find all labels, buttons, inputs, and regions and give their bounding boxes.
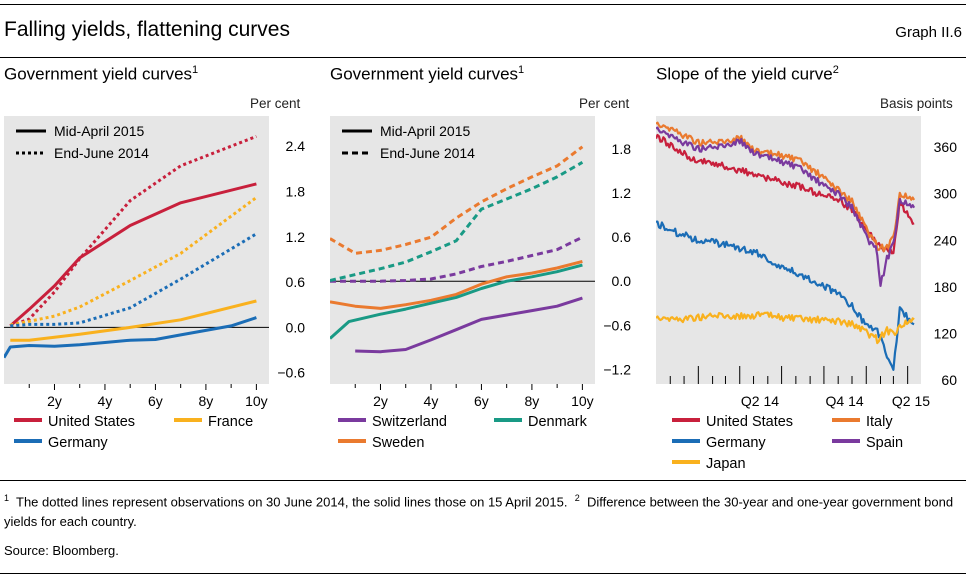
x-tick-label: 2y [47,393,62,409]
series-line-switzerland-solid [355,296,583,354]
series-line-france-dotted [10,196,258,327]
x-tick-label: 6y [148,393,163,409]
panel-3-chart: 360 300 240 180 120 60 Q2 14 Q4 14 Q2 15 [656,116,958,409]
y-tick-label: 180 [934,279,958,295]
y-tick-label: 0.0 [286,319,306,335]
y-tick-label: 1.2 [612,185,632,201]
legend-swatch [832,418,860,423]
x-tick-label: 6y [474,393,489,409]
series-line-germany [656,220,915,371]
panel-3-title: Slope of the yield curve2 [656,64,839,84]
x-tick-label: Q2 15 [892,393,930,409]
series-line-united-states-dotted [9,135,257,328]
series-line-france-solid [10,299,257,342]
x-tick-label: 10y [571,393,594,409]
series-line-united-states-solid [9,182,257,328]
y-tick-label: 1.2 [286,229,306,245]
legend-swatch [338,439,366,444]
legend-swatch [672,460,700,465]
footnote-rule [0,480,966,481]
y-tick-label: 1.8 [612,141,632,157]
top-rule [0,4,966,5]
footnote-1: The dotted lines represent observations … [16,494,568,510]
legend-item-united-states: United States [672,414,793,430]
y-tick-label: 240 [934,232,958,248]
legend-solid-label: Mid-April 2015 [54,123,144,139]
series-line-denmark-dashed [330,161,584,282]
source-note: Source: Bloomberg. [4,543,119,558]
series-line-germany-solid [4,316,257,359]
x-tick-label: Q2 14 [741,393,779,409]
y-tick-label: 0.6 [612,229,632,245]
legend-swatch [338,418,366,423]
legend-swatch [832,439,860,444]
panel-2-chart: 1.8 1.2 0.6 0.0 −0.6 −1.2 2y 4y 6y 8y 10y Mid-April… [330,116,632,409]
y-tick-label: −1.2 [603,361,631,377]
series-line-switzerland-dashed [330,235,584,283]
legend-item-germany: Germany [672,435,766,451]
series-line-italy [656,121,916,252]
y-tick-label: 360 [934,139,958,155]
legend-dotted-label: End-June 2014 [54,145,149,161]
x-tick-label: Q4 14 [826,393,864,409]
x-tick-label: 8y [525,393,540,409]
legend-solid-label: Mid-April 2015 [380,123,470,139]
legend-swatch [672,439,700,444]
panel-3-unit: Basis points [880,96,953,111]
legend-swatch [174,418,202,423]
legend-swatch [494,418,522,423]
series-line-united-states [656,133,915,255]
panel-1-chart: 2.4 1.8 1.2 0.6 0.0 −0.6 2y 4y 6y 8y 10y Mid-April … [4,116,306,409]
series-line-sweden-solid [330,259,583,310]
y-tick-label: 0.0 [612,273,632,289]
y-tick-label: −0.6 [277,365,305,381]
panel-1-legend: United States France Germany [14,414,314,474]
x-tick-label: 4y [424,393,439,409]
legend-item-france: France [174,414,253,430]
legend-item-sweden: Sweden [338,435,424,451]
x-tick-label: 8y [199,393,214,409]
legend-item-united-states: United States [14,414,135,430]
y-tick-label: 0.6 [286,274,306,290]
x-tick-label: 10y [245,393,268,409]
legend-item-italy: Italy [832,414,893,430]
series-line-denmark-solid [330,263,583,340]
series-line-sweden-dashed [330,145,584,255]
panel-2-unit: Per cent [579,96,630,111]
y-tick-label: 2.4 [286,138,306,154]
graph-reference: Graph II.6 [895,24,962,41]
header-rule [0,57,966,58]
legend-item-japan: Japan [672,456,746,472]
footnote-2: Difference between the 30-year and one-y… [4,494,954,530]
panel-2-legend: Switzerland Denmark Sweden [338,414,638,474]
y-tick-label: 60 [941,372,957,388]
legend-swatch [672,418,700,423]
series-line-japan [656,311,915,345]
legend-swatch [14,439,42,444]
panel-1-title: Government yield curves1 [4,64,199,84]
x-tick-label: 2y [373,393,388,409]
legend-item-spain: Spain [832,435,903,451]
y-tick-label: −0.6 [603,317,631,333]
legend-item-switzerland: Switzerland [338,414,447,430]
x-tick-label: 4y [98,393,113,409]
y-tick-label: 1.8 [286,183,306,199]
panel-3-legend: United States Italy Germany Spain Japan [672,414,962,478]
y-tick-label: 300 [934,186,958,202]
series-line-spain [656,126,916,287]
graph-title: Falling yields, flattening curves [4,18,290,41]
legend-item-denmark: Denmark [494,414,587,430]
legend-dotted-label: End-June 2014 [380,145,475,161]
footnotes: 1 The dotted lines represent observation… [4,493,954,530]
panel-2-title: Government yield curves1 [330,64,525,84]
y-tick-label: 120 [934,326,958,342]
panel-1-unit: Per cent [250,96,301,111]
series-line-germany-dotted [10,232,258,328]
legend-swatch [14,418,42,423]
bottom-rule [0,573,966,574]
legend-item-germany: Germany [14,435,108,451]
